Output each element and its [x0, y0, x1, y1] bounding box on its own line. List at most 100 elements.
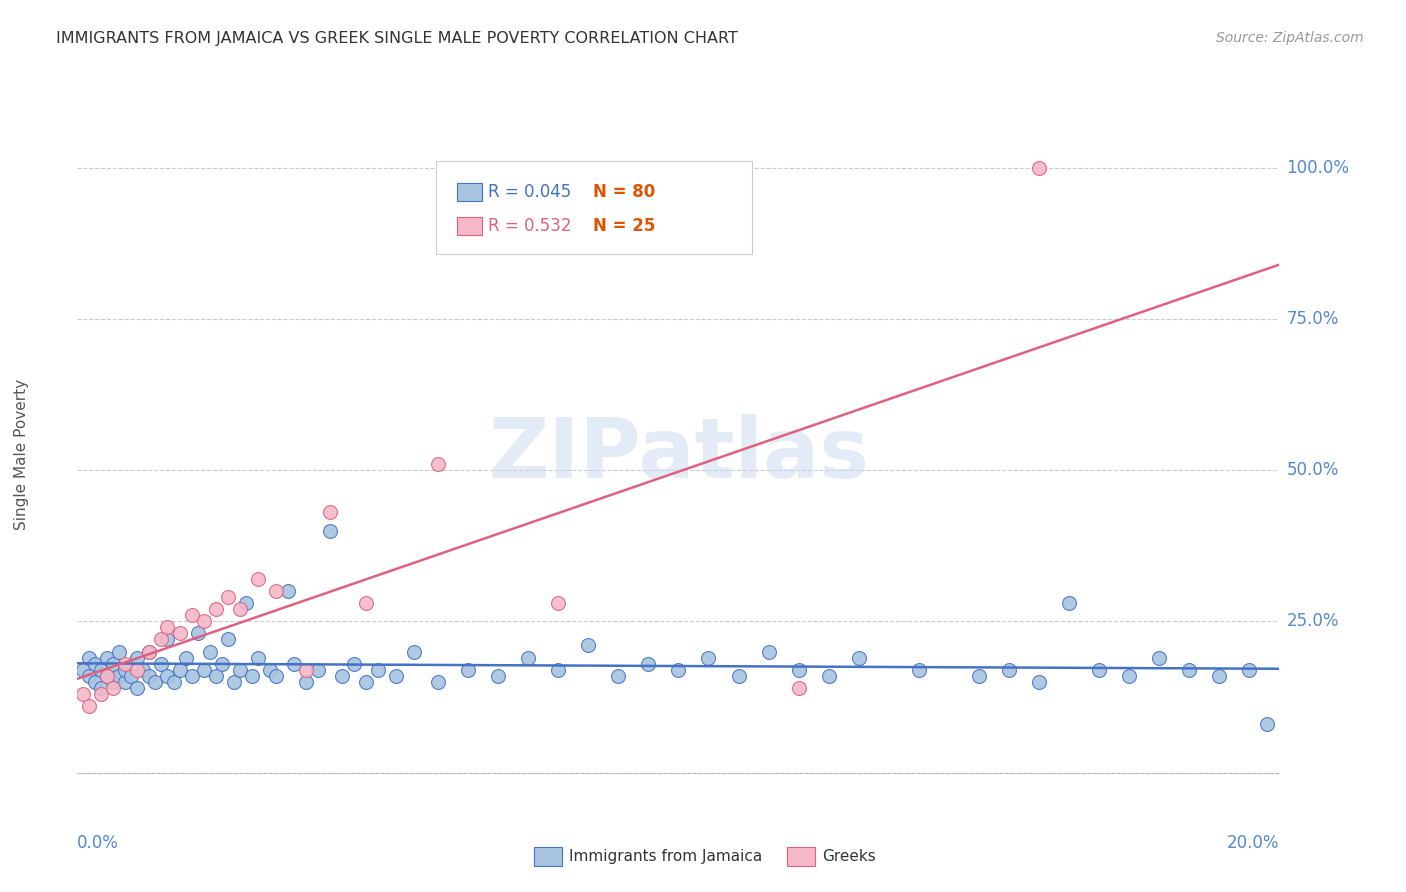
Point	[193, 663, 215, 677]
Point	[96, 669, 118, 683]
Text: N = 80: N = 80	[593, 183, 655, 201]
Point	[186, 626, 209, 640]
Point	[486, 669, 509, 683]
Point	[637, 657, 659, 671]
Point	[228, 663, 250, 677]
Point	[264, 669, 287, 683]
Point	[1239, 663, 1261, 677]
Point	[211, 657, 233, 671]
Point	[240, 669, 263, 683]
Point	[259, 663, 281, 677]
Text: R = 0.045: R = 0.045	[488, 183, 571, 201]
Point	[607, 669, 630, 683]
Point	[427, 457, 450, 471]
Point	[367, 663, 389, 677]
Point	[150, 632, 173, 647]
Point	[169, 626, 191, 640]
Point	[727, 669, 749, 683]
Text: Greeks: Greeks	[823, 849, 876, 863]
Point	[1256, 717, 1278, 731]
Point	[246, 650, 269, 665]
Point	[180, 669, 202, 683]
Text: IMMIGRANTS FROM JAMAICA VS GREEK SINGLE MALE POVERTY CORRELATION CHART: IMMIGRANTS FROM JAMAICA VS GREEK SINGLE …	[56, 31, 738, 46]
Point	[204, 669, 226, 683]
Point	[217, 632, 239, 647]
Point	[198, 644, 221, 658]
Point	[1088, 663, 1111, 677]
Point	[998, 663, 1021, 677]
Point	[132, 663, 155, 677]
Text: R = 0.532: R = 0.532	[488, 217, 571, 235]
Point	[84, 657, 107, 671]
Point	[1028, 161, 1050, 175]
Point	[222, 674, 245, 689]
Point	[908, 663, 931, 677]
Point	[354, 596, 377, 610]
Point	[547, 663, 569, 677]
Point	[294, 674, 316, 689]
Point	[457, 663, 479, 677]
Point	[235, 596, 257, 610]
Text: 50.0%: 50.0%	[1286, 461, 1339, 479]
Point	[576, 639, 599, 653]
Point	[1057, 596, 1080, 610]
Point	[156, 669, 179, 683]
Text: 25.0%: 25.0%	[1286, 612, 1339, 631]
Point	[79, 669, 101, 683]
Point	[787, 663, 810, 677]
Point	[319, 524, 342, 538]
Point	[402, 644, 425, 658]
Point	[79, 650, 101, 665]
Point	[180, 608, 202, 623]
Point	[967, 669, 990, 683]
Point	[848, 650, 870, 665]
Point	[294, 663, 316, 677]
Point	[108, 669, 131, 683]
Point	[1118, 669, 1140, 683]
Point	[668, 663, 690, 677]
Point	[108, 644, 131, 658]
Point	[169, 663, 191, 677]
Text: 0.0%: 0.0%	[77, 834, 120, 852]
Point	[319, 505, 342, 519]
Point	[307, 663, 329, 677]
Text: ZIPatlas: ZIPatlas	[488, 415, 869, 495]
Point	[150, 657, 173, 671]
Point	[217, 590, 239, 604]
Point	[90, 687, 112, 701]
Point	[354, 674, 377, 689]
Point	[145, 674, 167, 689]
Point	[1178, 663, 1201, 677]
Point	[330, 669, 353, 683]
Point	[103, 674, 125, 689]
Point	[72, 663, 94, 677]
Point	[127, 681, 149, 695]
Point	[114, 674, 136, 689]
Point	[758, 644, 780, 658]
Point	[697, 650, 720, 665]
Point	[138, 669, 160, 683]
Point	[787, 681, 810, 695]
Point	[96, 669, 118, 683]
Point	[90, 663, 112, 677]
Point	[127, 663, 149, 677]
Point	[127, 650, 149, 665]
Text: Single Male Poverty: Single Male Poverty	[14, 379, 28, 531]
Point	[193, 615, 215, 629]
Point	[427, 674, 450, 689]
Point	[1208, 669, 1230, 683]
Point	[246, 572, 269, 586]
Text: 100.0%: 100.0%	[1286, 159, 1350, 177]
Point	[817, 669, 839, 683]
Point	[84, 674, 107, 689]
Point	[343, 657, 366, 671]
Point	[1028, 674, 1050, 689]
Text: N = 25: N = 25	[593, 217, 655, 235]
Point	[114, 657, 136, 671]
Text: Source: ZipAtlas.com: Source: ZipAtlas.com	[1216, 31, 1364, 45]
Point	[204, 602, 226, 616]
Point	[1149, 650, 1171, 665]
Point	[385, 669, 408, 683]
Point	[547, 596, 569, 610]
Point	[138, 644, 160, 658]
